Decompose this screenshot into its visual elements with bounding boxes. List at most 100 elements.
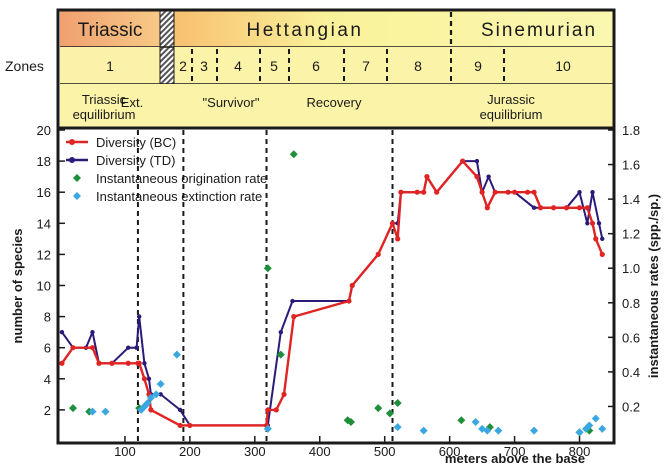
- diversity-bc-point: [584, 205, 590, 211]
- diversity-td-point: [600, 236, 605, 242]
- legend-swatch-dot: [69, 139, 75, 145]
- diversity-td-point: [278, 329, 283, 335]
- diversity-bc-point: [576, 205, 583, 211]
- diversity-bc-point: [593, 236, 599, 242]
- diversity-td-point: [158, 392, 163, 397]
- instantaneous-extinction-rate-point: [598, 424, 607, 433]
- y2-tick-label: 1.6: [622, 158, 640, 173]
- diversity-td-point: [531, 205, 537, 210]
- y-tick-label: 2: [44, 403, 51, 418]
- y-tick-label: 8: [44, 310, 51, 325]
- zone-9: 9: [474, 58, 482, 74]
- diversity-bc-point: [148, 407, 154, 413]
- x-tick-label: 700: [504, 444, 526, 459]
- diversity-td-point: [125, 345, 131, 350]
- diversity-td-point: [90, 329, 95, 335]
- instantaneous-extinction-rate-point: [156, 379, 165, 388]
- diversity-bc-point: [599, 251, 605, 257]
- zone-5: 5: [270, 58, 278, 74]
- diversity-td-point: [177, 407, 183, 413]
- instantaneous-origination-rate-point: [276, 350, 285, 359]
- y2-tick-label: 0.2: [622, 399, 640, 414]
- diversity-bc-point: [177, 422, 183, 429]
- diversity-bc-point: [346, 298, 352, 304]
- diversity-bc-point: [109, 360, 115, 366]
- diversity-bc-point: [273, 407, 279, 413]
- legend-swatch-dot: [69, 157, 75, 163]
- diversity-bc-point: [375, 251, 381, 257]
- legend-label: Diversity (BC): [96, 135, 176, 150]
- phase-jurassic-eq: equilibrium: [480, 107, 543, 122]
- diversity-td-point: [585, 221, 590, 226]
- zones-band: [60, 47, 160, 84]
- diversity-bc-point: [511, 189, 518, 195]
- diversity-bc-point: [395, 236, 401, 242]
- diversity-bc-point: [524, 189, 531, 195]
- diversity-bc-point: [125, 360, 131, 366]
- zone-4: 4: [234, 58, 242, 74]
- period-hettangian: Hettangian: [247, 20, 364, 41]
- instantaneous-extinction-rate-point: [575, 428, 584, 437]
- period-sinemurian: Sinemurian: [481, 20, 597, 41]
- diversity-bc-point: [537, 205, 544, 211]
- diversity-td-point: [590, 190, 595, 195]
- zone-2: 2: [179, 58, 187, 74]
- y-tick-label: 14: [37, 216, 51, 231]
- zone-6: 6: [312, 58, 320, 74]
- instantaneous-origination-rate-point: [457, 416, 466, 425]
- diversity-bc-point: [291, 314, 297, 320]
- y2-tick-label: 1.8: [622, 123, 640, 138]
- instantaneous-extinction-rate-point: [152, 390, 161, 399]
- diversity-bc-point: [589, 220, 596, 226]
- y2-tick-label: 0.4: [622, 365, 640, 380]
- diversity-td-point: [486, 174, 491, 179]
- diversity-bc-point: [59, 360, 65, 366]
- diversity-bc-point: [434, 189, 440, 195]
- zones-label: Zones: [5, 58, 44, 74]
- diversity-bc-point: [424, 174, 430, 180]
- x-tick-label: 600: [439, 444, 461, 459]
- y2-tick-label: 1.2: [622, 227, 640, 242]
- diversity-td-point: [290, 298, 295, 304]
- instantaneous-extinction-rate-point: [530, 426, 539, 435]
- diversity-bc-point: [281, 391, 287, 397]
- instantaneous-origination-rate-point: [393, 398, 402, 407]
- instantaneous-extinction-rate-point: [471, 417, 480, 426]
- instantaneous-extinction-rate-point: [88, 407, 97, 416]
- instantaneous-extinction-rate-point: [393, 423, 402, 432]
- y2-tick-label: 1.4: [622, 192, 640, 207]
- instantaneous-extinction-rate-point: [143, 398, 152, 407]
- y-tick-label: 4: [44, 372, 51, 387]
- x-tick-label: 100: [114, 444, 136, 459]
- diversity-bc-point: [492, 189, 498, 195]
- diversity-bc-point: [505, 189, 511, 195]
- x-axis-title: meters above the base: [445, 451, 585, 466]
- diversity-bc-point: [89, 345, 96, 351]
- triassic-band: [60, 10, 160, 47]
- y-tick-label: 18: [37, 154, 51, 169]
- y-tick-label: 10: [37, 279, 51, 294]
- diversity-bc-point: [349, 282, 355, 289]
- diversity-bc-point: [474, 174, 480, 180]
- diversity-bc-point: [484, 205, 490, 211]
- diversity-bc-point: [265, 407, 271, 413]
- x-tick-label: 800: [569, 444, 591, 459]
- diversity-bc-point: [70, 345, 76, 351]
- instantaneous-extinction-rate-point: [483, 426, 492, 435]
- diversity-bc-point: [563, 205, 570, 211]
- diversity-bc-point: [550, 205, 557, 211]
- phases-band: [60, 84, 614, 128]
- legend-label: Diversity (TD): [96, 153, 175, 168]
- phase-recovery: Recovery: [307, 95, 362, 110]
- diversity-td-point: [474, 158, 480, 164]
- x-tick-label: 300: [244, 444, 266, 459]
- instantaneous-origination-rate-point: [346, 417, 355, 426]
- instantaneous-extinction-rate-point: [172, 350, 181, 359]
- period-triassic: Triassic: [78, 20, 143, 41]
- diversity-td-point: [596, 221, 602, 226]
- instantaneous-extinction-rate-point: [146, 393, 155, 402]
- y-tick-label: 6: [44, 341, 51, 356]
- y2-tick-label: 0.6: [622, 330, 640, 345]
- diversity-bc-point: [141, 376, 148, 382]
- instantaneous-origination-rate-point: [385, 409, 394, 418]
